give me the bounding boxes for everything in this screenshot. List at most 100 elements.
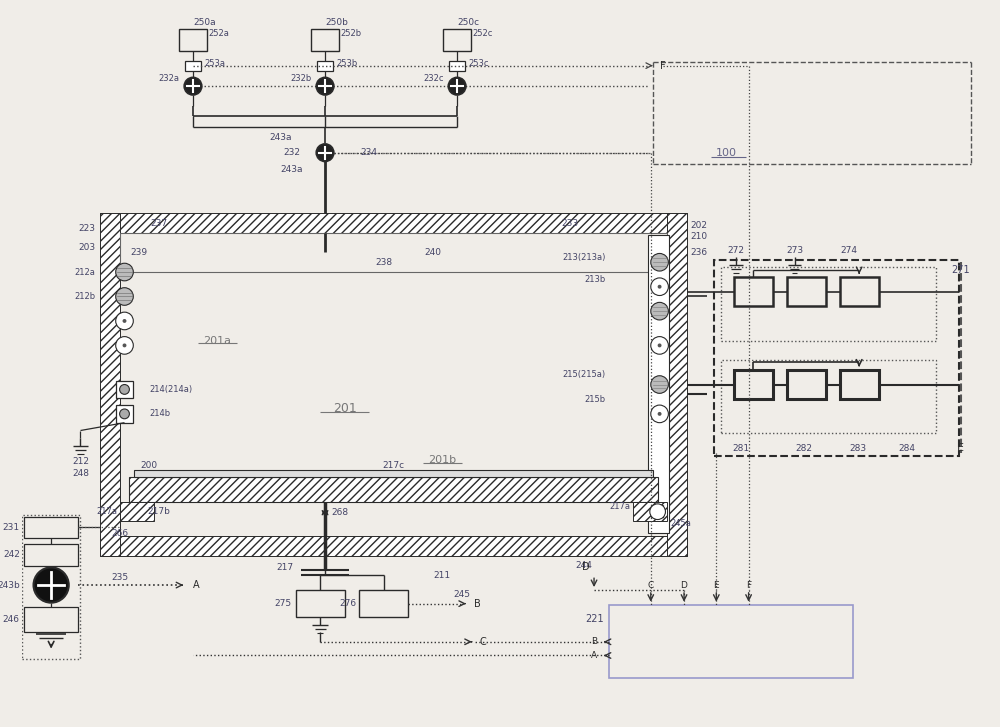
Circle shape [116,263,133,281]
Circle shape [184,77,202,95]
Text: 281: 281 [732,443,749,453]
Text: 100: 100 [716,148,737,158]
Text: 201a: 201a [203,336,231,345]
Bar [840,370,879,399]
Circle shape [120,409,129,419]
Text: 217: 217 [277,563,294,572]
Text: 215(215a): 215(215a) [563,370,606,379]
Text: 217c: 217c [382,461,405,470]
Bar [449,61,465,71]
Text: 245: 245 [453,590,470,599]
Text: 212: 212 [72,457,89,466]
Text: 232: 232 [284,148,301,157]
Bar [633,502,667,521]
Text: 252a: 252a [209,29,230,38]
Text: E: E [957,443,964,453]
Text: 232c: 232c [423,74,443,83]
Text: 233: 233 [561,219,578,228]
Text: 250b: 250b [325,18,348,27]
Text: 221: 221 [585,614,604,624]
Text: 271: 271 [952,265,970,275]
Text: 243a: 243a [281,165,303,174]
Bar [120,502,154,521]
Text: 276: 276 [339,599,356,608]
Bar [734,370,773,399]
Circle shape [116,288,133,305]
Bar [100,213,687,233]
Text: 253c: 253c [469,59,489,68]
Bar [179,29,207,51]
Bar [317,61,333,71]
Text: D: D [582,563,590,572]
Text: 244: 244 [576,561,593,570]
Circle shape [116,312,133,330]
Text: 232a: 232a [158,74,179,83]
Circle shape [316,144,334,161]
Text: 252b: 252b [341,29,362,38]
Text: 246: 246 [3,615,20,624]
Text: 211: 211 [434,571,451,579]
Bar [134,470,653,478]
Bar [296,590,345,617]
Text: 212a: 212a [74,268,95,276]
Text: 213(213a): 213(213a) [562,253,606,262]
Text: 275: 275 [275,599,292,608]
Text: 215b: 215b [585,395,606,403]
Text: 250c: 250c [457,18,479,27]
Text: 242: 242 [3,550,20,559]
Bar [734,277,773,306]
Bar [116,405,133,422]
Text: 239: 239 [131,248,148,257]
Bar [100,536,687,555]
Text: 235: 235 [111,573,128,582]
Text: F: F [746,581,751,590]
Text: 273: 273 [786,246,803,255]
Bar [24,606,78,632]
Bar [22,515,80,659]
Text: 237: 237 [150,219,167,228]
Bar [787,277,826,306]
Bar [116,381,133,398]
Bar [840,277,879,306]
Circle shape [448,77,466,95]
Bar [787,370,826,399]
Circle shape [316,77,334,95]
Text: D: D [681,581,687,590]
Text: 284: 284 [899,443,916,453]
Text: E: E [714,581,719,590]
Bar [648,235,669,533]
Text: B: B [591,638,597,646]
Circle shape [658,412,662,416]
Text: 252c: 252c [473,29,493,38]
Bar [185,61,201,71]
Bar [100,213,120,555]
Circle shape [651,302,668,320]
Text: 250a: 250a [193,18,216,27]
Bar [24,517,78,538]
Bar [721,360,936,433]
Text: B: B [474,598,480,608]
Text: 200: 200 [140,461,158,470]
Bar [667,213,687,555]
Text: F: F [660,60,665,71]
Circle shape [651,405,668,422]
Circle shape [34,568,69,603]
Text: 217a: 217a [609,502,630,511]
Text: 202: 202 [690,220,707,230]
Text: 236: 236 [690,248,707,257]
Text: 234: 234 [361,148,378,157]
Text: 240: 240 [424,248,441,257]
Text: 232b: 232b [290,74,311,83]
Text: 272: 272 [727,246,744,255]
Circle shape [120,385,129,394]
Circle shape [651,376,668,393]
Text: 243b: 243b [0,581,20,590]
Text: A: A [193,580,200,590]
Text: 274: 274 [840,246,857,255]
Text: 210: 210 [690,233,707,241]
Text: 248: 248 [72,469,89,478]
Bar [443,29,471,51]
Text: 212b: 212b [74,292,95,301]
Circle shape [123,319,126,323]
Text: 217b: 217b [147,507,170,516]
